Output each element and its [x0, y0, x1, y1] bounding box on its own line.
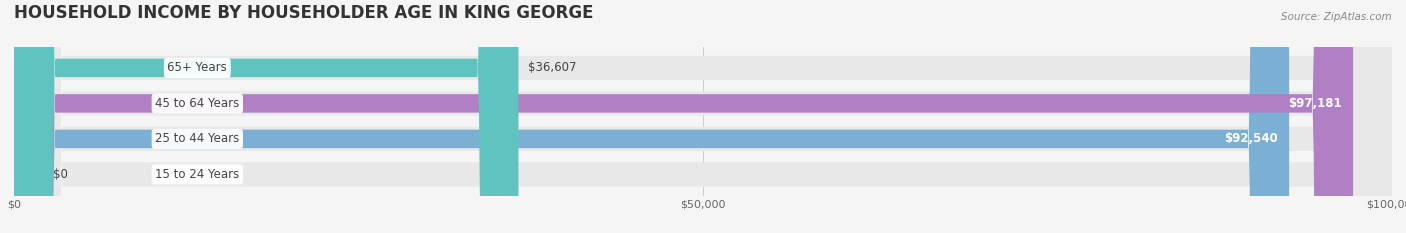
- Text: $0: $0: [52, 168, 67, 181]
- Text: Source: ZipAtlas.com: Source: ZipAtlas.com: [1281, 12, 1392, 22]
- Text: $97,181: $97,181: [1288, 97, 1343, 110]
- Text: $92,540: $92,540: [1225, 132, 1278, 145]
- FancyBboxPatch shape: [14, 0, 1392, 233]
- Text: 15 to 24 Years: 15 to 24 Years: [155, 168, 239, 181]
- FancyBboxPatch shape: [14, 0, 1353, 233]
- Text: $36,607: $36,607: [529, 62, 576, 74]
- Text: HOUSEHOLD INCOME BY HOUSEHOLDER AGE IN KING GEORGE: HOUSEHOLD INCOME BY HOUSEHOLDER AGE IN K…: [14, 3, 593, 22]
- FancyBboxPatch shape: [14, 0, 1392, 233]
- FancyBboxPatch shape: [14, 0, 1392, 233]
- Text: 45 to 64 Years: 45 to 64 Years: [155, 97, 239, 110]
- FancyBboxPatch shape: [14, 0, 1289, 233]
- FancyBboxPatch shape: [14, 0, 519, 233]
- FancyBboxPatch shape: [14, 0, 1392, 233]
- FancyBboxPatch shape: [14, 0, 35, 233]
- Text: 65+ Years: 65+ Years: [167, 62, 228, 74]
- Text: 25 to 44 Years: 25 to 44 Years: [155, 132, 239, 145]
